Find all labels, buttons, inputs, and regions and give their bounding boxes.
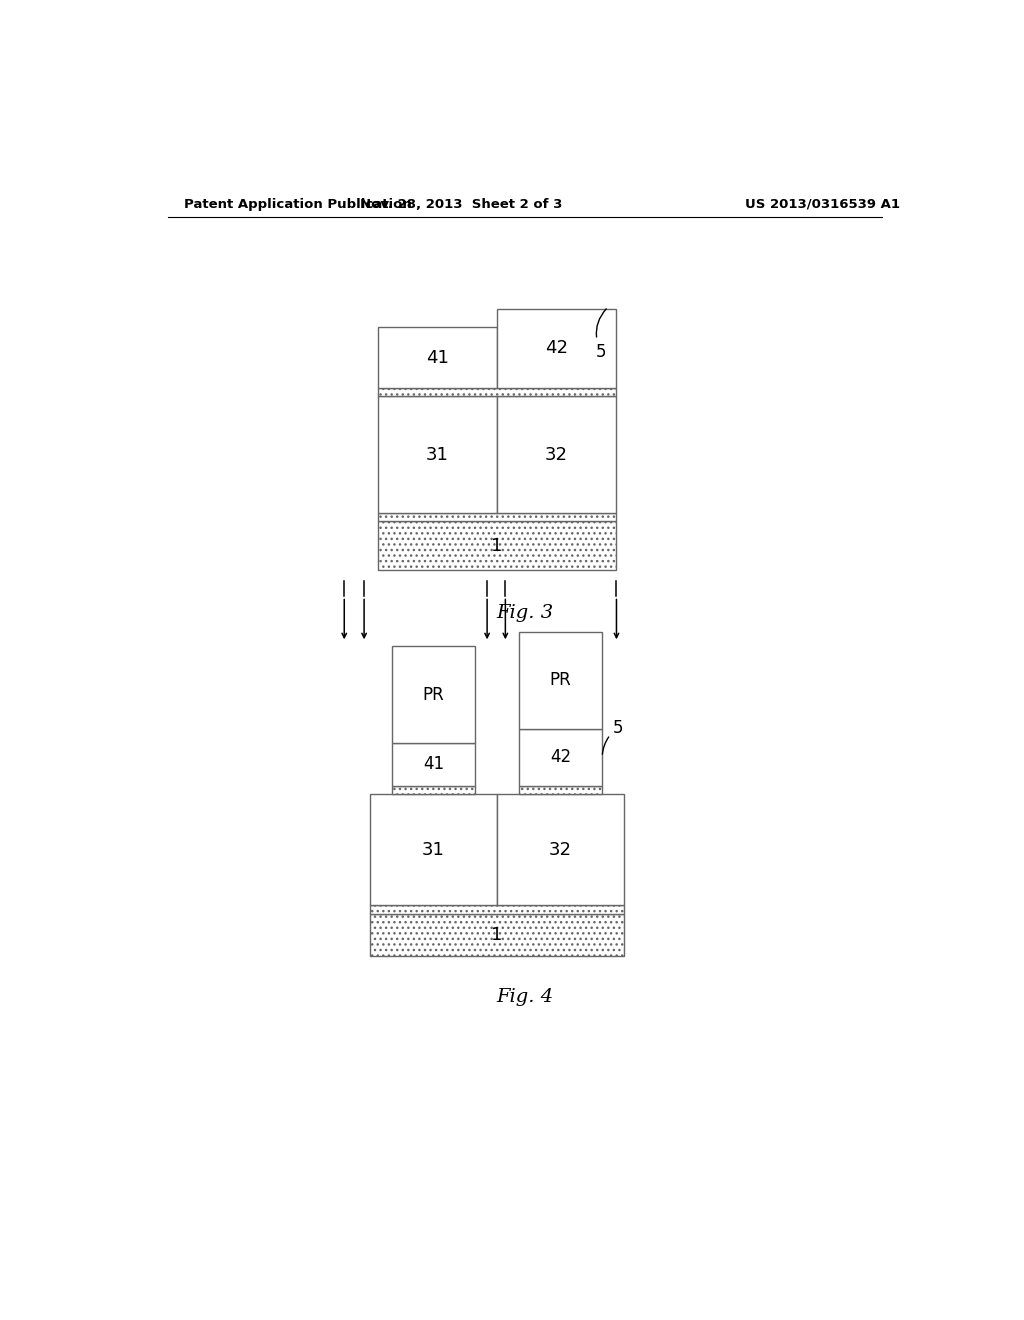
Bar (497, 793, 624, 906)
Text: 42: 42 (545, 339, 568, 358)
Bar (519, 785, 602, 793)
Text: US 2013/0316539 A1: US 2013/0316539 A1 (744, 198, 900, 211)
Bar (392, 743, 475, 785)
Text: 31: 31 (422, 841, 445, 858)
Text: 41: 41 (423, 755, 444, 774)
Bar (378, 396, 497, 513)
Bar (497, 309, 616, 388)
Text: Fig. 4: Fig. 4 (497, 987, 553, 1006)
Text: 32: 32 (549, 841, 572, 858)
Bar (497, 396, 616, 513)
Text: Nov. 28, 2013  Sheet 2 of 3: Nov. 28, 2013 Sheet 2 of 3 (360, 198, 562, 211)
Bar (392, 647, 475, 743)
Bar (378, 388, 616, 396)
Text: 1: 1 (492, 537, 503, 554)
Text: 31: 31 (426, 446, 449, 463)
Text: 41: 41 (426, 348, 449, 367)
Text: Fig. 3: Fig. 3 (497, 603, 553, 622)
Bar (519, 632, 602, 729)
Bar (370, 906, 624, 913)
Text: PR: PR (423, 685, 444, 704)
Text: 5: 5 (602, 718, 624, 754)
Bar (370, 913, 624, 956)
Bar (378, 513, 616, 521)
Text: PR: PR (550, 672, 571, 689)
Bar (392, 785, 475, 793)
Text: 5: 5 (596, 309, 606, 360)
Text: 32: 32 (545, 446, 568, 463)
Text: 42: 42 (550, 748, 571, 766)
Bar (378, 327, 497, 388)
Text: 1: 1 (492, 925, 503, 944)
Text: Patent Application Publication: Patent Application Publication (183, 198, 412, 211)
Bar (519, 729, 602, 785)
Bar (378, 521, 616, 570)
Bar (370, 793, 497, 906)
